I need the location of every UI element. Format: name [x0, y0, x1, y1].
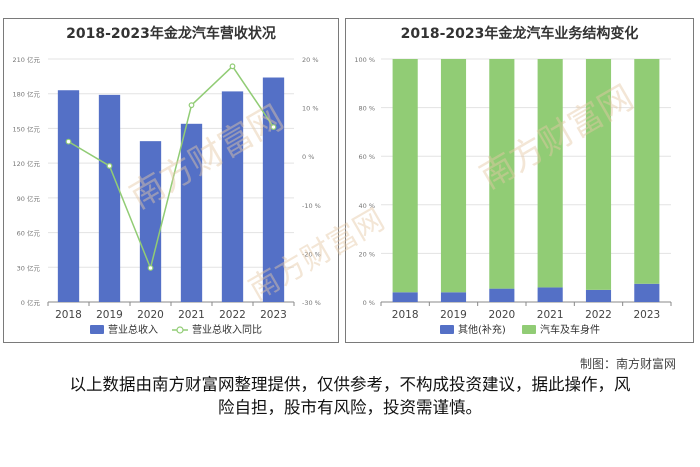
y-left-tick-label: 210 亿元: [13, 55, 41, 64]
yoy-growth-point: [188, 102, 195, 109]
x-tick-label: 2023: [633, 309, 660, 321]
revenue-bar: [180, 123, 203, 302]
vehicle-segment-bar: [392, 59, 418, 293]
y-right-tick-label: 10 %: [302, 105, 319, 113]
x-tick-label: 2021: [537, 309, 564, 321]
revenue-bar: [262, 77, 285, 302]
legend-label-yoy: 营业总收入同比: [192, 323, 262, 336]
y-left-tick-label: 180 亿元: [13, 90, 41, 99]
yoy-growth-point: [270, 124, 277, 130]
x-tick-label: 2018: [392, 309, 419, 321]
disclaimer-line-1: 以上数据由南方财富网整理提供，仅供参考，不构成投资建议，据此操作，风: [69, 375, 631, 394]
yoy-growth-point: [65, 138, 72, 145]
revenue-bar: [98, 94, 121, 302]
y-left-tick-label: 60 亿元: [17, 229, 41, 238]
y-right-tick-label: -30 %: [302, 299, 321, 307]
legend-swatch-revenue: [90, 325, 104, 334]
structure-chart-title: 2018-2023年金龙汽车业务结构变化: [400, 26, 639, 42]
y-tick-label: 40 %: [358, 202, 375, 210]
y-tick-label: 60 %: [358, 153, 375, 161]
x-tick-label: 2021: [178, 309, 205, 321]
other-segment-bar: [585, 289, 612, 302]
legend-marker-yoy: [176, 326, 184, 334]
revenue-chart-title: 2018-2023年金龙汽车营收状况: [66, 26, 276, 42]
x-tick-label: 2018: [55, 309, 82, 321]
yoy-growth-line: [68, 65, 275, 271]
legend-label-revenue: 营业总收入: [108, 323, 158, 336]
yoy-growth-point: [147, 265, 154, 271]
revenue-chart: 0 亿元 30 亿元 60 亿元 90 亿元 120 亿元 150 亿元 180 亿元 210…: [13, 55, 321, 336]
revenue-bar: [221, 91, 244, 303]
legend-label-other: 其他(补充): [458, 323, 506, 336]
y-right-tick-label: 20 %: [302, 56, 319, 64]
y-left-tick-label: 30 亿元: [17, 263, 41, 272]
y-right-tick-label: -20 %: [302, 250, 321, 258]
other-segment-bar: [489, 288, 515, 302]
legend-swatch-vehicle: [522, 325, 536, 334]
disclaimer-line-2: 险自担，股市有风险，投资需谨慎。: [218, 398, 482, 417]
vehicle-segment-bar: [537, 59, 563, 288]
y-right-tick-label: 0 %: [302, 153, 314, 161]
y-left-tick-label: 120 亿元: [13, 159, 41, 168]
y-tick-label: 80 %: [358, 105, 375, 113]
x-tick-label: 2022: [585, 309, 612, 321]
y-tick-label: 20 %: [358, 250, 375, 258]
y-left-tick-label: 0 亿元: [21, 298, 41, 307]
x-tick-label: 2020: [488, 309, 515, 321]
revenue-bar: [57, 90, 80, 302]
x-tick-label: 2020: [137, 309, 164, 321]
yoy-growth-point: [229, 63, 236, 70]
source-credit: 制图：南方财富网: [579, 357, 676, 371]
disclaimer: 以上数据由南方财富网整理提供，仅供参考，不构成投资建议，据此操作，风 险自担，股…: [8, 373, 692, 419]
x-tick-label: 2019: [440, 309, 467, 321]
x-tick-label: 2023: [260, 309, 287, 321]
x-tick-label: 2019: [96, 309, 123, 321]
revenue-chart-panel: 2018-2023年金龙汽车营收状况 0 亿元 30 亿元 60 亿元 90 亿元 12…: [3, 18, 339, 343]
y-tick-label: 0 %: [363, 299, 375, 307]
other-segment-bar: [440, 292, 467, 302]
legend-label-vehicle: 汽车及车身件: [540, 323, 600, 336]
y-tick-label: 100 %: [354, 56, 375, 64]
other-segment-bar: [537, 287, 563, 302]
vehicle-segment-bar: [634, 59, 660, 284]
y-right-tick-label: -10 %: [302, 202, 321, 210]
other-segment-bar: [392, 292, 418, 302]
vehicle-segment-bar: [585, 59, 612, 290]
y-left-tick-label: 90 亿元: [17, 194, 41, 203]
yoy-growth-point: [106, 163, 113, 169]
vehicle-segment-bar: [440, 59, 467, 293]
vehicle-segment-bar: [489, 59, 515, 289]
revenue-bar: [139, 141, 162, 302]
x-tick-label: 2022: [219, 309, 246, 321]
structure-chart-panel: 2018-2023年金龙汽车业务结构变化 0 % 20 % 40 % 60 % 80 %…: [345, 18, 694, 343]
y-left-tick-label: 150 亿元: [13, 124, 41, 133]
other-segment-bar: [634, 283, 660, 302]
legend-swatch-other: [440, 325, 454, 334]
structure-chart: 0 % 20 % 40 % 60 % 80 % 100 % 2018 2019 2020 2021…: [354, 56, 672, 336]
